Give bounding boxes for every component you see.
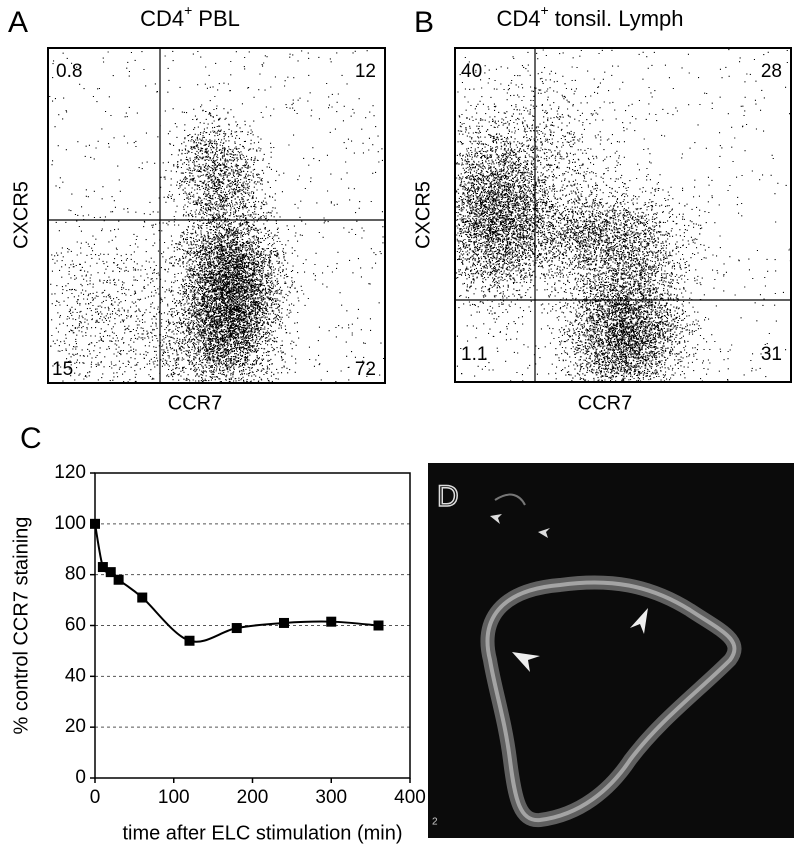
x-tick-label: 100 [158,787,190,808]
quadrant-value: 31 [761,344,782,365]
arrowhead [512,652,540,672]
y-tick-label: 20 [65,716,86,737]
vessel-bright [485,580,737,823]
quadrant-value: 12 [355,61,376,82]
panel-title: CD4+ PBL [140,2,240,31]
y-tick-label: 0 [75,767,86,788]
x-tick-label: 0 [90,787,101,808]
line-chart: 0 20 40 60 80 100 120 0 100 200 300 400 % control CC… [10,462,426,844]
quadrant-value: 72 [355,359,376,380]
title-main: CD4 [496,6,540,31]
x-tick-label: 200 [237,787,269,808]
panel-label: D [437,480,459,513]
dots [456,49,791,382]
title-sup: + [541,2,549,18]
panel-title: CD4+ tonsil. Lymph [496,2,683,31]
x-tick-label: 300 [315,787,347,808]
title-sup: + [184,2,192,18]
x-axis-label: CCR7 [578,392,632,414]
data-point [137,592,148,603]
scale-mark: 2 [432,817,438,828]
plot-frame [94,472,411,779]
title-main: CD4 [140,6,184,31]
title-rest: PBL [198,6,240,31]
quadrant-value: 0.8 [56,61,82,82]
x-axis-label: CCR7 [168,392,222,414]
data-point [113,574,124,585]
panel-label: C [20,422,42,455]
data-point [90,518,100,529]
y-tick-label: 60 [65,615,86,636]
y-tick-label: 120 [54,462,86,483]
arrowhead [490,514,502,524]
data-point [373,620,384,631]
y-tick-label: 80 [65,564,86,585]
quadrant-value: 40 [461,61,482,82]
y-axis-label: % control CCR7 staining [10,517,32,735]
plot-frame [47,47,386,384]
data-point [105,567,116,578]
dot-cloud [49,50,385,383]
quadrant-value: 15 [52,359,73,380]
panel-label: B [414,6,434,39]
fiber [494,493,526,506]
title-rest: tonsil. Lymph [555,6,684,31]
data-point [231,623,242,634]
data-point [326,616,337,627]
data-point [184,635,195,646]
dots [49,50,385,383]
x-axis-label: time after ELC stimulation (min) [122,822,402,844]
data-point [279,617,289,628]
y-axis-label: CXCR5 [412,181,434,249]
panel-label: A [8,6,28,39]
quadrant-value: 28 [761,61,782,82]
plot-frame [454,47,792,383]
data-point [97,562,108,573]
y-tick-label: 40 [65,665,86,686]
arrowhead [538,528,550,538]
arrowhead [630,608,648,634]
quadrant-value: 1.1 [461,344,487,365]
dot-cloud [456,49,791,382]
x-tick-label: 400 [394,787,426,808]
y-axis-label: CXCR5 [10,181,32,249]
y-tick-label: 100 [54,513,86,534]
